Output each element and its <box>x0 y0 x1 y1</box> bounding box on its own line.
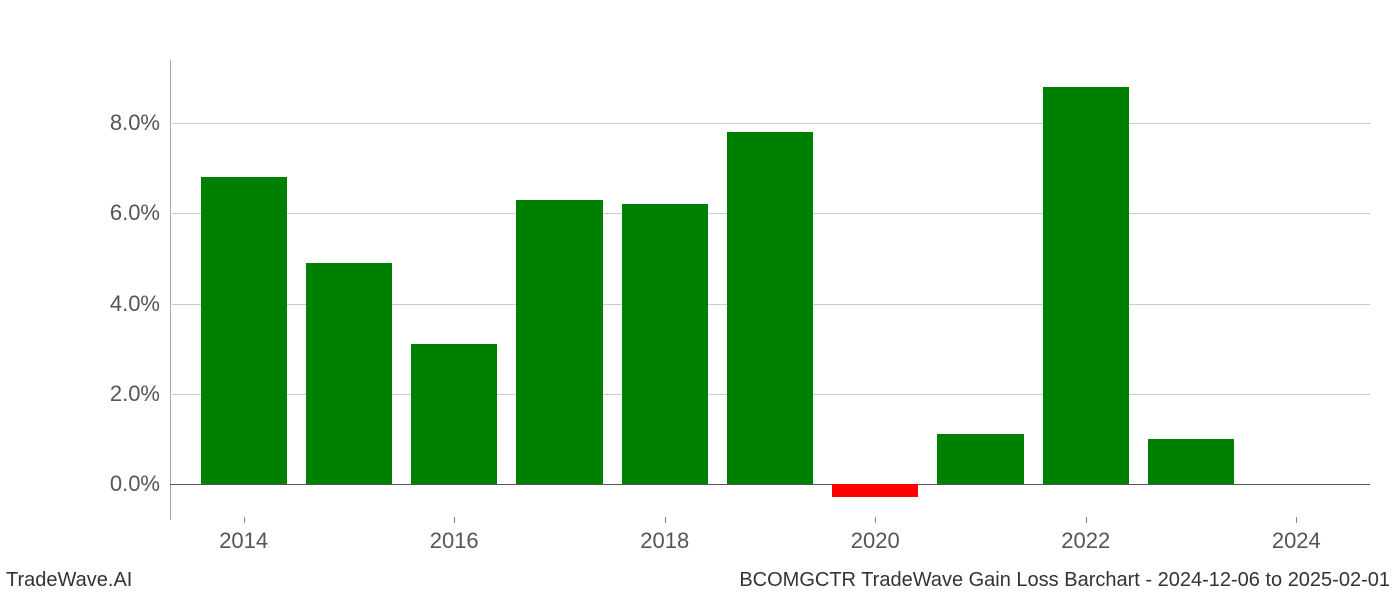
bar-2015 <box>306 263 392 484</box>
gridline <box>170 123 1370 124</box>
footer-brand: TradeWave.AI <box>6 569 132 592</box>
x-tick-label: 2022 <box>1061 528 1110 554</box>
y-tick-label: 6.0% <box>80 200 160 226</box>
bar-2021 <box>937 434 1023 484</box>
x-tick-label: 2020 <box>851 528 900 554</box>
bar-2014 <box>201 177 287 484</box>
bar-2023 <box>1148 439 1234 484</box>
axis-spine-left <box>170 60 171 520</box>
footer-caption: BCOMGCTR TradeWave Gain Loss Barchart - … <box>739 569 1390 592</box>
bar-2018 <box>622 204 708 484</box>
plot-area: 0.0%2.0%4.0%6.0%8.0%20142016201820202022… <box>170 60 1370 520</box>
x-tick-mark <box>244 517 245 523</box>
bar-2022 <box>1043 87 1129 484</box>
gain-loss-barchart: 0.0%2.0%4.0%6.0%8.0%20142016201820202022… <box>170 60 1370 520</box>
bar-2017 <box>516 200 602 484</box>
x-tick-mark <box>454 517 455 523</box>
y-tick-label: 8.0% <box>80 110 160 136</box>
x-tick-label: 2024 <box>1272 528 1321 554</box>
bar-2019 <box>727 132 813 484</box>
x-tick-mark <box>1296 517 1297 523</box>
x-tick-label: 2016 <box>430 528 479 554</box>
bar-2020 <box>832 484 918 498</box>
x-tick-mark <box>1086 517 1087 523</box>
x-tick-mark <box>875 517 876 523</box>
x-tick-label: 2018 <box>640 528 689 554</box>
y-tick-label: 0.0% <box>80 471 160 497</box>
bar-2016 <box>411 344 497 484</box>
y-tick-label: 4.0% <box>80 291 160 317</box>
y-tick-label: 2.0% <box>80 381 160 407</box>
zero-gridline <box>170 484 1370 486</box>
x-tick-mark <box>665 517 666 523</box>
x-tick-label: 2014 <box>219 528 268 554</box>
